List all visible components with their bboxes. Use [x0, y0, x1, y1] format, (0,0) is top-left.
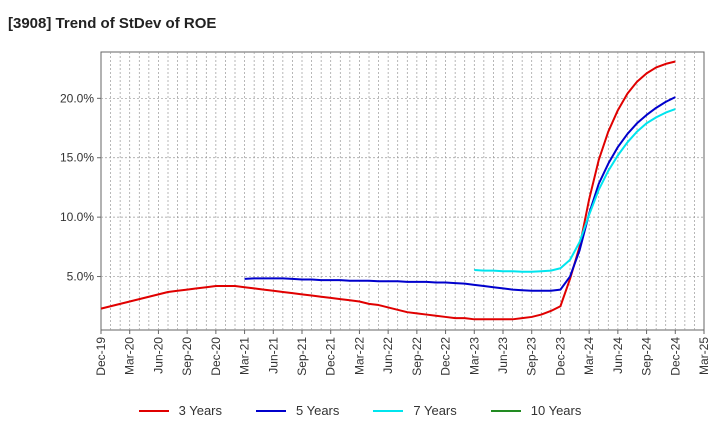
y-tick-label: 10.0% — [60, 210, 94, 224]
legend: 3 Years 5 Years 7 Years 10 Years — [0, 403, 720, 418]
series-lines — [100, 60, 676, 321]
y-tick-label: 5.0% — [67, 270, 95, 284]
x-tick-label: Sep-24 — [640, 337, 654, 376]
x-tick-label: Mar-23 — [467, 337, 481, 375]
legend-label: 5 Years — [296, 403, 340, 418]
y-tick-label: 15.0% — [60, 151, 94, 165]
x-tick-label: Jun-22 — [381, 337, 395, 374]
legend-swatch — [256, 409, 286, 412]
legend-label: 3 Years — [178, 403, 222, 418]
legend-item: 3 Years — [138, 403, 222, 418]
legend-label: 7 Years — [413, 403, 457, 418]
legend-swatch — [490, 409, 521, 412]
legend-swatch — [373, 409, 404, 412]
x-tick-label: Sep-20 — [180, 337, 194, 376]
x-tick-label: Mar-21 — [238, 337, 252, 375]
series-line-5-years — [244, 96, 676, 292]
x-tick-label: Sep-23 — [525, 337, 539, 376]
x-tick-label: Mar-24 — [582, 337, 596, 375]
x-tick-label: Dec-22 — [439, 337, 453, 376]
x-tick-label: Sep-21 — [295, 337, 309, 376]
x-tick-label: Dec-23 — [553, 337, 567, 376]
legend-item: 7 Years — [373, 403, 457, 418]
y-tick-label: 20.0% — [60, 91, 94, 105]
x-axis-ticks: Dec-19 Mar-20 Jun-20 Sep-20 Dec-20 Mar-21 Jun-… — [94, 330, 711, 376]
legend-label: 10 Years — [530, 403, 582, 418]
legend-item: 5 Years — [256, 403, 339, 418]
x-tick-label: Dec-19 — [94, 337, 108, 376]
grid — [101, 52, 704, 330]
x-tick-label: Mar-25 — [697, 337, 711, 375]
x-tick-label: Dec-21 — [324, 337, 338, 376]
chart-title: [3908] Trend of StDev of ROE — [8, 15, 217, 32]
x-tick-label: Jun-20 — [151, 337, 165, 374]
x-tick-label: Jun-24 — [611, 337, 625, 374]
x-tick-label: Mar-22 — [352, 337, 366, 375]
x-tick-label: Dec-20 — [209, 337, 223, 376]
x-tick-label: Jun-23 — [496, 337, 510, 374]
x-tick-label: Jun-21 — [266, 337, 280, 374]
x-tick-label: Mar-20 — [123, 337, 137, 375]
y-axis-ticks: 5.0% 10.0% 15.0% 20.0% — [60, 91, 101, 284]
series-line-7-years — [474, 108, 676, 273]
legend-item: 10 Years — [490, 403, 582, 418]
x-tick-label: Dec-24 — [668, 337, 682, 376]
legend-swatch — [138, 409, 169, 412]
x-tick-label: Sep-22 — [410, 337, 424, 376]
